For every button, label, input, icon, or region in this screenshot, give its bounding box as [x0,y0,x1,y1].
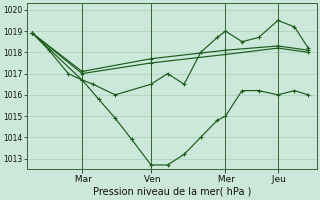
X-axis label: Pression niveau de la mer( hPa ): Pression niveau de la mer( hPa ) [92,187,251,197]
